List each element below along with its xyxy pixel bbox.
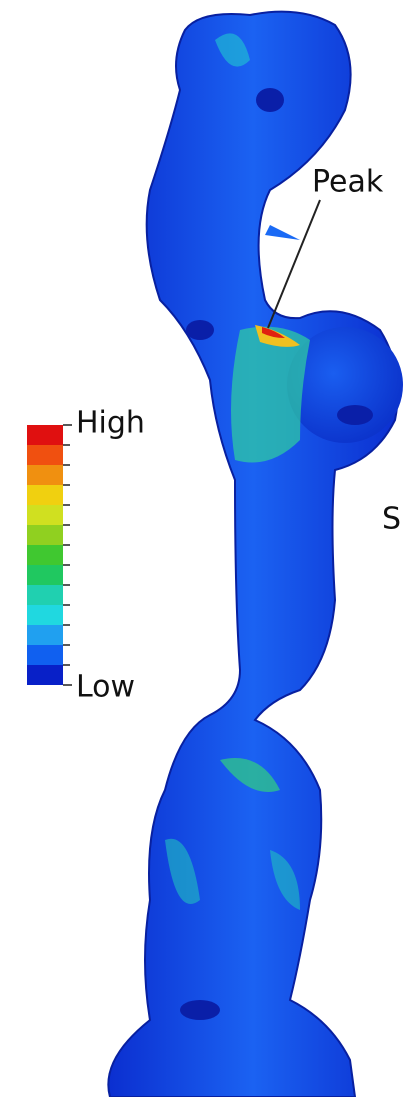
low-region [337,405,373,425]
scale-step [27,645,63,665]
scale-step [27,565,63,585]
scale-step [27,465,63,485]
scale-step [27,545,63,565]
high-label: High [76,406,145,441]
peak-pointer [268,200,320,328]
scale-step [27,665,63,685]
low-region [180,1000,220,1020]
scale-step [27,525,63,545]
low-region [186,320,214,340]
scale-step [27,485,63,505]
color-scale [27,425,72,685]
peak-label: Peak [312,165,384,200]
scale-step [27,625,63,645]
scale-ticks [63,425,72,685]
branch [265,225,300,240]
low-label: Low [76,670,135,705]
scale-step [27,425,63,445]
side-label: S [382,502,401,537]
scale-step [27,585,63,605]
scale-step [27,605,63,625]
scale-step [27,505,63,525]
low-region [256,88,284,112]
figure: Peak High Low S [0,0,403,1097]
scale-step [27,445,63,465]
